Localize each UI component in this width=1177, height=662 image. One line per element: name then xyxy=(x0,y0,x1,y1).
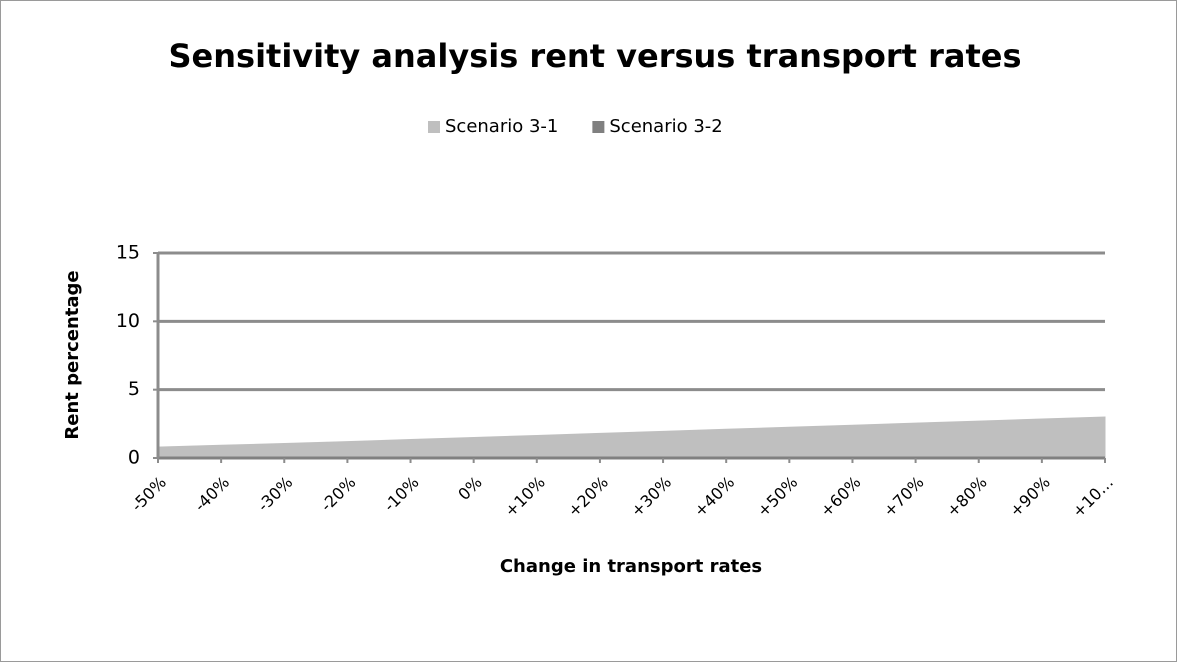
x-axis-title: Change in transport rates xyxy=(500,556,762,577)
chart-title: Sensitivity analysis rent versus transpo… xyxy=(168,37,1021,75)
y-tick-label: 5 xyxy=(128,378,140,400)
y-tick-label: 0 xyxy=(128,447,140,469)
y-tick-label: 15 xyxy=(116,242,140,264)
y-tick-label: 10 xyxy=(116,310,140,332)
y-axis-title: Rent percentage xyxy=(62,270,83,439)
legend-swatch xyxy=(428,121,440,133)
legend-label: Scenario 3-1 xyxy=(445,116,558,137)
area xyxy=(157,416,1106,459)
legend-label: Scenario 3-2 xyxy=(609,116,722,137)
legend-swatch xyxy=(592,121,605,133)
